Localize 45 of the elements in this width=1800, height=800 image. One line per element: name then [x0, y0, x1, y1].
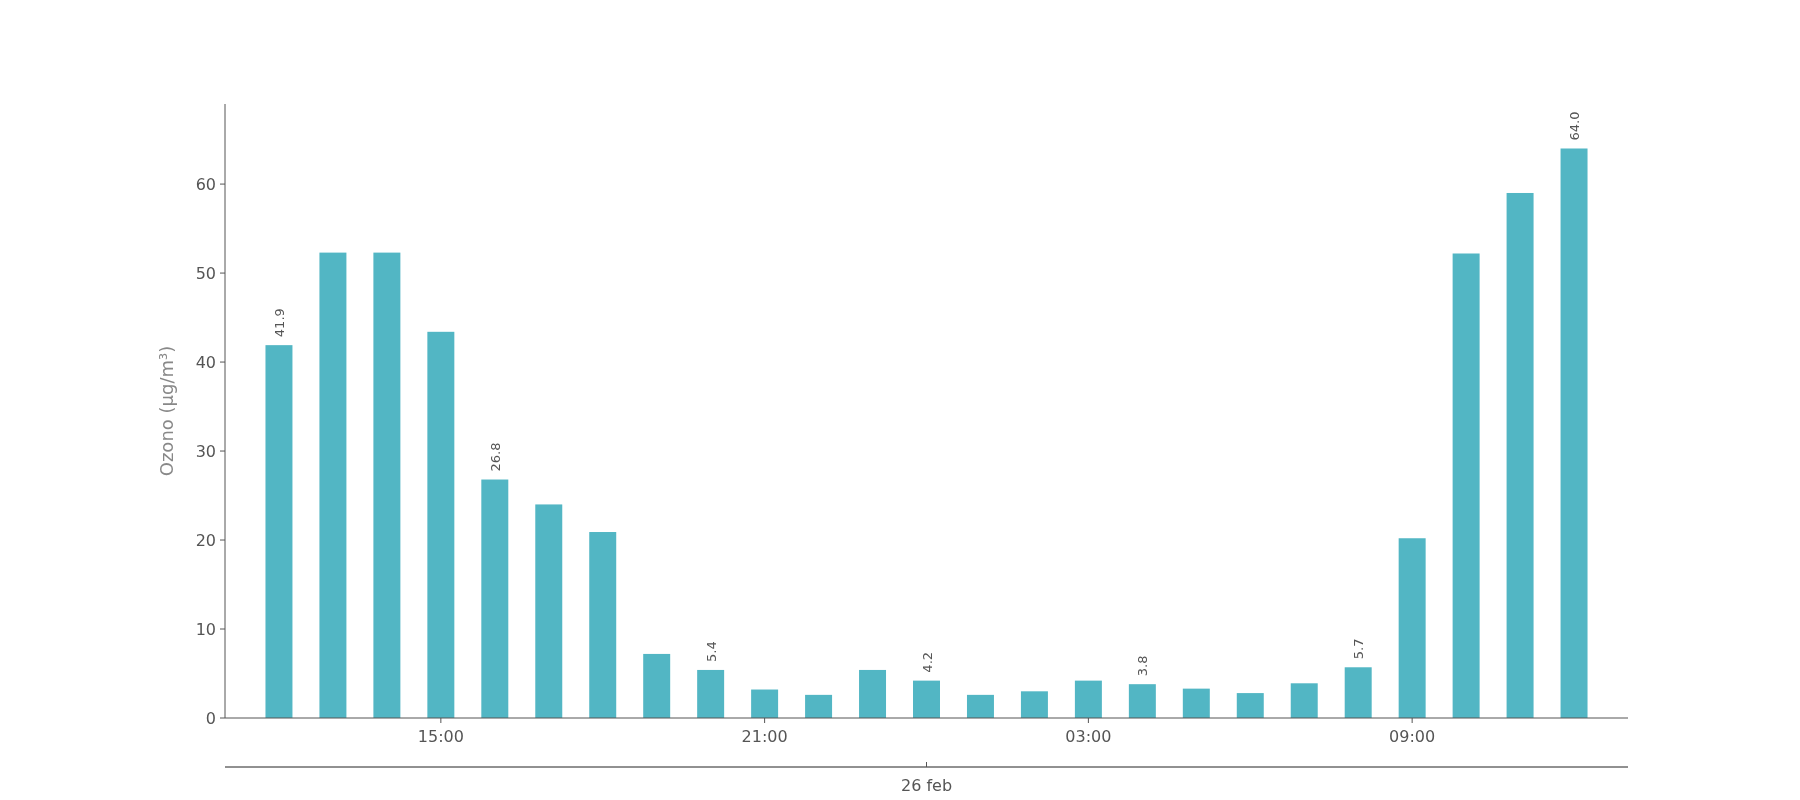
y-tick-label: 30 — [195, 441, 216, 461]
data-label: 4.2 — [919, 651, 935, 673]
y-tick-label: 40 — [195, 352, 216, 372]
bar — [1020, 691, 1048, 718]
data-label: 5.4 — [703, 641, 719, 662]
bar — [1128, 684, 1156, 718]
bar — [481, 479, 509, 718]
bar — [589, 532, 617, 718]
y-tick-label: 10 — [195, 619, 216, 639]
bar — [1560, 148, 1588, 718]
y-tick-label: 0 — [205, 708, 216, 728]
data-label: 3.8 — [1135, 655, 1151, 677]
bar — [1182, 688, 1210, 718]
bar — [535, 504, 563, 718]
y-tick-label: 60 — [195, 174, 216, 194]
bar — [643, 653, 671, 718]
bar — [751, 689, 779, 718]
bar — [966, 694, 994, 718]
x-tick-label: 09:00 — [1389, 727, 1436, 746]
bar — [427, 331, 455, 718]
x-axis-title: 26 feb — [900, 776, 953, 795]
data-label: 41.9 — [271, 308, 287, 338]
bar — [1236, 693, 1264, 718]
bar — [373, 252, 401, 718]
bar — [1344, 667, 1372, 718]
data-label: 64.0 — [1567, 111, 1583, 141]
data-label: 26.8 — [487, 442, 503, 472]
bar — [1452, 253, 1480, 718]
bar — [1290, 683, 1318, 718]
bar — [697, 669, 725, 718]
bar — [265, 345, 293, 718]
bar — [805, 694, 833, 718]
bar — [1074, 680, 1102, 718]
x-tick-label: 15:00 — [417, 727, 464, 746]
x-tick-label: 21:00 — [741, 727, 788, 746]
bar — [319, 252, 347, 718]
bar — [1398, 538, 1426, 718]
x-tick-label: 03:00 — [1065, 727, 1112, 746]
y-tick-label: 20 — [195, 530, 216, 550]
bar — [859, 669, 887, 718]
bar — [1506, 192, 1534, 718]
bar — [913, 680, 940, 718]
y-axis-title: Ozono (μg/m³) — [156, 345, 177, 477]
data-label: 5.7 — [1351, 638, 1367, 660]
y-tick-label: 50 — [195, 263, 216, 283]
